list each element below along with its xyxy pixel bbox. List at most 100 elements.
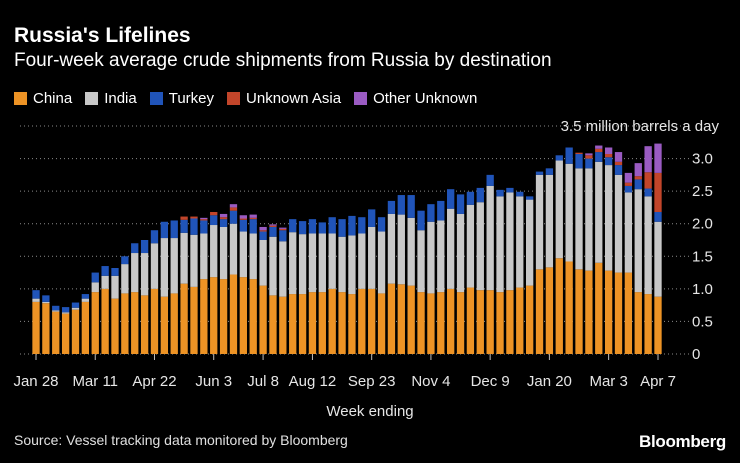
x-tick-label: Mar 11 (72, 373, 118, 390)
bar-segment-india (131, 253, 139, 293)
bar-segment-turkey (298, 221, 307, 235)
source-note: Source: Vessel tracking data monitored b… (14, 432, 348, 448)
bar-segment-india (170, 238, 178, 294)
bar-segment-china (121, 293, 129, 354)
legend-label-china: China (33, 90, 73, 107)
bar-segment-china (634, 292, 642, 354)
bar-segment-india (506, 192, 514, 291)
bar-stack (575, 152, 583, 354)
bar-segment-india (565, 163, 573, 262)
bar-stack (397, 195, 405, 354)
bar-segment-turkey (555, 155, 563, 161)
bar-stack (348, 215, 356, 354)
bar-segment-other-unknown (624, 172, 633, 183)
bar-segment-unknown-asia (259, 230, 267, 232)
bar-segment-china (81, 301, 90, 354)
bar-stack (121, 256, 129, 354)
bar-segment-other-unknown (200, 217, 208, 220)
bar-segment-india (160, 238, 169, 297)
legend-swatch-turkey (149, 92, 163, 105)
bar-segment-turkey (61, 307, 70, 313)
bar-stack (387, 200, 396, 354)
bar-segment-unknown-asia (644, 172, 652, 189)
bar-segment-china (604, 270, 613, 354)
bar-segment-china (407, 285, 415, 354)
bar-stack (535, 171, 544, 354)
bar-stack (308, 219, 317, 354)
bar-segment-unknown-asia (595, 148, 603, 153)
bar-segment-india (91, 282, 99, 293)
bar-segment-other-unknown (239, 215, 247, 219)
bar-stack (555, 155, 563, 354)
bar-segment-china (219, 279, 228, 354)
bar-stack (328, 217, 336, 354)
bar-stack (466, 191, 475, 354)
legend-swatch-china (14, 92, 27, 105)
x-tick-label: Apr 22 (132, 373, 176, 390)
bar-segment-turkey (91, 272, 99, 283)
x-tick-label: Jan 20 (527, 373, 572, 390)
bar-segment-turkey (140, 240, 149, 254)
bar-segment-turkey (239, 219, 247, 232)
bar-segment-unknown-asia (634, 176, 642, 180)
bar-segment-other-unknown (644, 146, 652, 173)
bar-segment-unknown-asia (269, 225, 277, 227)
bar-segment-turkey (614, 165, 623, 175)
bar-segment-unknown-asia (279, 228, 287, 231)
bar-segment-turkey (486, 174, 494, 186)
x-tick-label: Apr 7 (640, 373, 676, 390)
bar-stack (200, 217, 208, 354)
bar-segment-india (387, 213, 396, 284)
y-tick-label: 1.0 (692, 281, 713, 298)
bar-segment-turkey (368, 209, 376, 227)
bar-segment-india (279, 241, 287, 297)
legend-label-other-unknown: Other Unknown (373, 90, 478, 107)
bar-segment-china (91, 292, 99, 354)
bar-segment-china (318, 292, 326, 354)
y-tick-label: 2.5 (692, 183, 713, 200)
bar-segment-turkey (387, 200, 396, 214)
bar-stack (358, 217, 366, 354)
bar-segment-turkey (338, 219, 346, 237)
bar-stack (368, 209, 376, 354)
bar-stack (614, 152, 623, 354)
bar-stack (140, 240, 149, 354)
bar-segment-india (200, 233, 208, 280)
bar-segment-china (506, 290, 514, 354)
bar-stack (160, 221, 169, 354)
bar-segment-china (150, 288, 159, 354)
bar-segment-china (140, 295, 149, 354)
bar-segment-china (545, 267, 554, 354)
bar-stack (486, 174, 494, 354)
bar-stack (269, 224, 277, 354)
bar-segment-india (71, 307, 80, 310)
bar-segment-china (466, 287, 475, 354)
bar-stack (447, 189, 455, 354)
bar-segment-unknown-asia (219, 217, 228, 220)
bar-segment-india (269, 236, 277, 296)
bar-segment-turkey (190, 218, 198, 235)
bar-segment-turkey (170, 220, 178, 239)
bar-segment-china (397, 284, 405, 354)
bar-segment-other-unknown (654, 143, 662, 173)
bar-segment-india (229, 223, 238, 275)
bar-segment-unknown-asia (614, 161, 623, 166)
bar-segment-turkey (348, 215, 356, 236)
bar-stack (565, 147, 573, 354)
bar-segment-india (61, 312, 70, 314)
bar-stack (52, 305, 60, 354)
bar-segment-other-unknown (279, 227, 287, 229)
bar-segment-turkey (160, 221, 169, 239)
bar-segment-other-unknown (614, 152, 623, 162)
bar-segment-china (535, 269, 544, 354)
bar-segment-india (427, 221, 435, 294)
bar-segment-turkey (318, 222, 326, 234)
bar-segment-turkey (447, 189, 455, 209)
bar-segment-turkey (535, 171, 544, 175)
bar-segment-turkey (200, 220, 208, 234)
bar-segment-turkey (259, 231, 267, 240)
bar-stack (516, 191, 524, 354)
bar-segment-turkey (526, 196, 534, 200)
bar-segment-india (121, 264, 129, 294)
bar-stack (61, 307, 70, 354)
